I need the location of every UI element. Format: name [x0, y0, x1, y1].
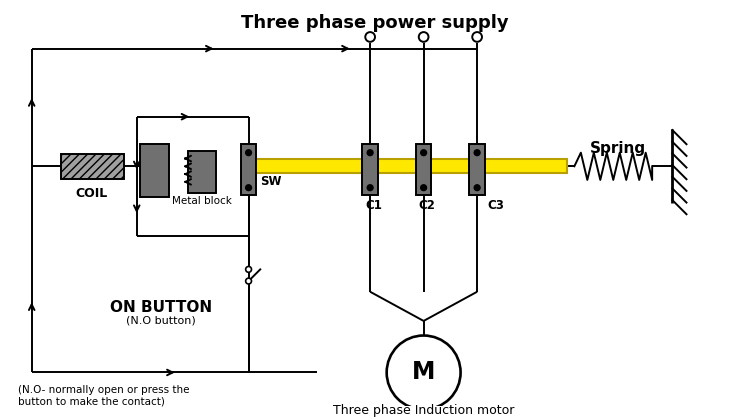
Circle shape — [246, 278, 251, 284]
Circle shape — [246, 150, 251, 156]
Circle shape — [421, 185, 427, 191]
Circle shape — [421, 150, 427, 156]
Bar — [61, 153, 124, 179]
Text: C1: C1 — [365, 199, 382, 212]
Bar — [416, 144, 431, 194]
Bar — [248, 158, 566, 173]
Circle shape — [365, 32, 375, 42]
Circle shape — [387, 336, 460, 409]
Text: SW: SW — [260, 176, 282, 188]
Text: (N.O button): (N.O button) — [126, 315, 196, 325]
Text: C3: C3 — [488, 199, 505, 212]
Circle shape — [472, 32, 482, 42]
Bar — [188, 151, 215, 193]
Circle shape — [368, 185, 373, 191]
Circle shape — [474, 185, 480, 191]
Text: COIL: COIL — [76, 187, 108, 200]
Bar — [241, 144, 256, 194]
Circle shape — [419, 32, 428, 42]
Circle shape — [246, 185, 251, 191]
Text: M: M — [412, 360, 435, 384]
Text: ON BUTTON: ON BUTTON — [110, 299, 212, 314]
Text: Metal block: Metal block — [172, 196, 232, 206]
Circle shape — [368, 150, 373, 156]
Text: Spring: Spring — [590, 141, 646, 156]
Text: C2: C2 — [419, 199, 436, 212]
Text: (N.O- normally open or press the
button to make the contact): (N.O- normally open or press the button … — [18, 385, 190, 407]
Bar — [362, 144, 378, 194]
Text: Three phase Induction motor: Three phase Induction motor — [333, 404, 514, 417]
Circle shape — [474, 150, 480, 156]
Circle shape — [246, 266, 251, 272]
Text: Three phase power supply: Three phase power supply — [242, 14, 509, 32]
Bar — [140, 144, 169, 197]
Bar — [470, 144, 485, 194]
